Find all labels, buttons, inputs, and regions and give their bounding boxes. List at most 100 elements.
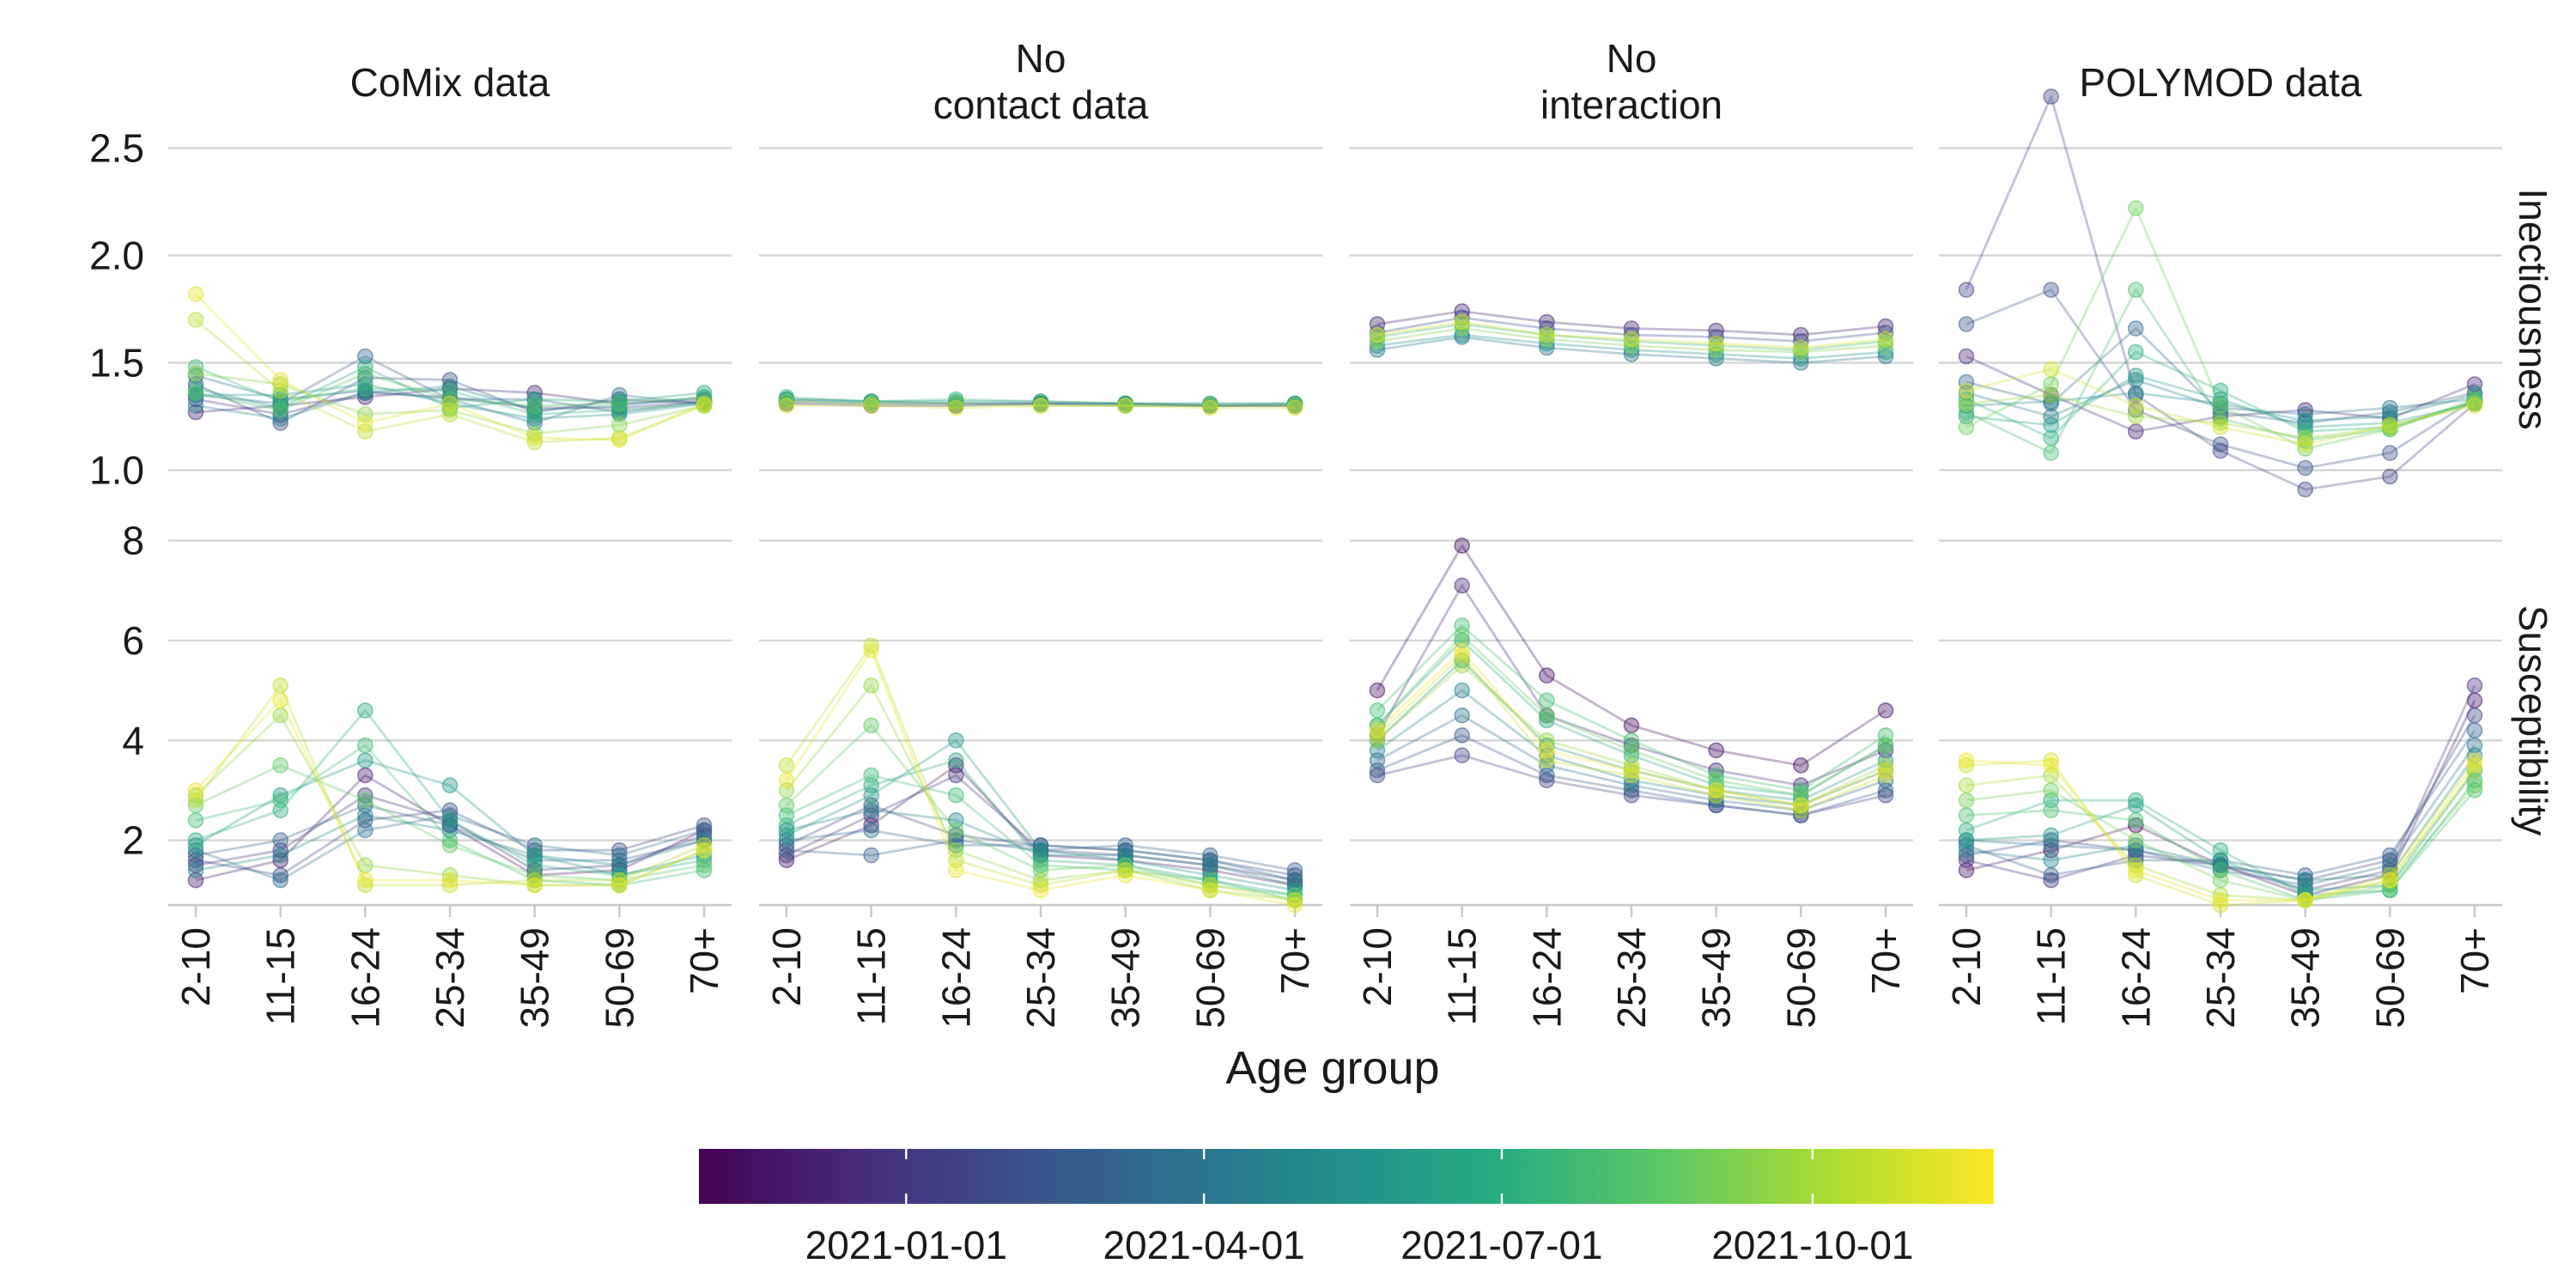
data-point [1286,399,1303,416]
data-point [1454,320,1470,337]
y-tick-label: 2.5 [89,126,144,171]
data-point [1117,866,1133,884]
data-point [357,406,374,422]
series-line [1376,734,1886,817]
data-point [2297,481,2313,498]
series-line [1376,624,1886,792]
y-tick-label: 8 [122,519,144,563]
data-point [357,423,374,440]
series-line [1965,754,2476,882]
data-point [1793,797,1809,814]
row-titles: Inectiousness Susceptibility [2511,188,2555,835]
data-point [2128,792,2144,809]
y-tick-label: 6 [122,618,144,663]
data-point [1539,313,1555,331]
data-point [1454,642,1470,659]
data-point [2212,415,2229,431]
data-point [2382,866,2398,884]
data-point [948,767,964,784]
data-point [1958,757,1975,774]
data-point [1202,882,1218,899]
data-point [187,286,204,302]
series-line [195,319,705,444]
data-point [863,637,879,654]
x-tick-label: 16-24 [2113,927,2158,1029]
data-point [1708,742,1724,759]
data-point [1539,339,1555,356]
data-point [2128,423,2144,440]
data-point [1708,335,1724,352]
data-point [2297,436,2313,453]
x-tick-label: 70+ [2452,927,2497,994]
data-point [696,837,713,854]
data-point [441,777,459,793]
data-point [357,737,374,754]
data-point [441,837,459,854]
series-line [195,374,705,424]
data-point [1539,335,1555,352]
data-point [357,702,374,719]
data-point [1454,627,1470,644]
x-tick-label: 50-69 [1188,927,1232,1029]
data-point [2297,892,2313,908]
data-point [526,425,543,442]
y-tick-label: 2 [122,818,144,863]
data-point [1202,399,1218,416]
series-line [194,699,705,887]
data-point [1539,667,1555,683]
series-line [785,649,1296,907]
series-line [1965,289,2476,454]
data-point [2297,423,2313,440]
data-point [357,872,374,889]
series [1958,361,2483,453]
data-point [696,841,713,859]
x-tick-label: 35-49 [1694,927,1739,1029]
data-point [272,376,289,392]
x-tick-label: 50-69 [597,927,641,1029]
x-tick-label: 11-15 [258,927,303,1025]
series-line [786,400,1295,407]
data-point [2128,320,2144,337]
data-point [187,312,204,328]
data-point [1117,398,1133,414]
series [778,822,1303,889]
data-point [778,389,795,405]
series-line [195,366,705,410]
data-point [441,812,459,829]
data-point [1454,313,1470,331]
series-line [787,404,1295,410]
data-point [778,393,795,410]
data-point [1877,337,1894,354]
data-point [1454,682,1470,699]
data-point [1708,329,1724,345]
series-line [1965,393,2476,440]
data-point [1623,762,1640,779]
data-point [272,866,289,884]
series [1369,642,1894,814]
series-line [1376,664,1886,807]
data-point [1793,802,1809,818]
x-tick-label: 11-15 [849,927,894,1025]
data-point [1958,316,1975,332]
data-point [863,847,879,864]
series-line [195,744,705,887]
data-point [778,772,795,789]
x-axis: 2-10 11-15 16-24 25-34 35-49 50-69 70+ 2-10 11-1… [173,927,2497,1029]
data-point [2128,343,2144,361]
data-point [863,642,879,659]
data-point [948,391,964,408]
series-line [1376,634,1886,797]
series-line [1965,729,2476,877]
data-point [2043,832,2059,848]
y-tick-label: 1.5 [89,341,144,386]
data-point [2043,872,2059,889]
series-line [195,372,705,435]
series-line [786,809,1296,887]
data-point [441,872,459,889]
data-point [357,752,374,769]
data-point [1539,331,1555,348]
data-point [441,378,459,395]
column-titles: CoMix data No contact data No interaction POL… [350,36,2362,127]
data-point [187,365,204,382]
series [778,642,1303,914]
